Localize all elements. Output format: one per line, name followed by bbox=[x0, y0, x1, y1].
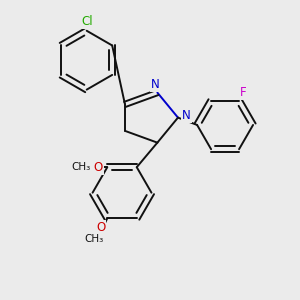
Text: CH₃: CH₃ bbox=[72, 162, 91, 172]
Text: O: O bbox=[94, 161, 103, 174]
Text: N: N bbox=[182, 109, 190, 122]
Text: Cl: Cl bbox=[81, 15, 92, 28]
Text: N: N bbox=[151, 78, 159, 91]
Text: O: O bbox=[96, 220, 106, 233]
Text: F: F bbox=[240, 86, 247, 99]
Text: CH₃: CH₃ bbox=[84, 234, 104, 244]
